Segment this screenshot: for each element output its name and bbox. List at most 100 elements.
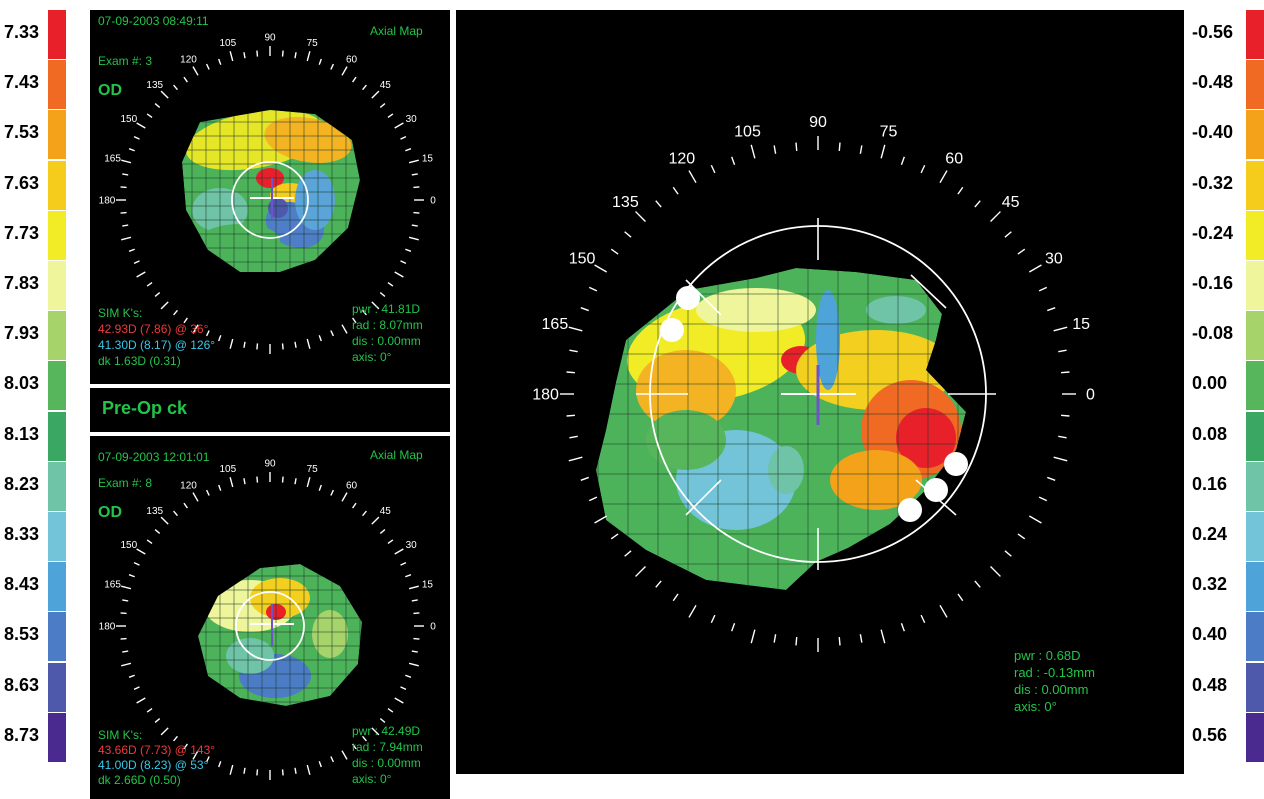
- top-rad: rad : 8.07mm: [352, 318, 423, 332]
- left-scale-label: 7.43: [4, 72, 40, 93]
- right-scale-label: -0.24: [1192, 222, 1234, 243]
- left-scale-swatch: [48, 512, 66, 561]
- incision-marker: [898, 498, 922, 522]
- bottom-map-axis-label: 90: [264, 459, 276, 470]
- top-map-axis-label: 60: [346, 54, 358, 65]
- top-map-axis-label: 135: [146, 80, 163, 91]
- big-map-axis-label: 165: [542, 316, 569, 333]
- bottom-eye-label: OD: [98, 504, 122, 521]
- right-scale-label: -0.56: [1192, 22, 1234, 42]
- bottom-map-axis-label: 180: [99, 622, 116, 633]
- left-scale-swatch: [48, 712, 66, 762]
- left-scale-label: 7.33: [4, 22, 40, 42]
- big-map-axis-label: 120: [668, 151, 695, 168]
- top-dk: dk 1.63D (0.31): [98, 354, 181, 368]
- left-scale-swatch: [48, 662, 66, 712]
- left-scale-swatch: [48, 10, 66, 59]
- bottom-map-type: Axial Map: [370, 448, 423, 462]
- left-scale-swatch: [48, 210, 66, 260]
- top-map-axis-label: 75: [307, 38, 319, 49]
- left-scale-label: 8.33: [4, 524, 40, 544]
- right-scale-label: 0.08: [1192, 423, 1228, 444]
- bottom-sim-k1: 43.66D (7.73) @ 143°: [98, 743, 216, 757]
- big-map-axis-label: 105: [734, 123, 761, 140]
- right-scale-swatch: [1246, 411, 1264, 461]
- right-scale-label: 0.24: [1192, 524, 1228, 544]
- right-scale-label: 0.32: [1192, 574, 1228, 595]
- bottom-sim-title: SIM K's:: [98, 728, 143, 742]
- top-map-type: Axial Map: [370, 24, 423, 38]
- diff-pwr: pwr : 0.68D: [1014, 648, 1081, 663]
- left-scale-swatch: [48, 311, 66, 361]
- right-scale-swatch: [1246, 562, 1264, 612]
- left-scale-swatch: [48, 261, 66, 310]
- bottom-map-axis-label: 135: [146, 506, 163, 517]
- big-map-axis-label: 180: [532, 387, 559, 404]
- left-scale-swatch: [48, 461, 66, 511]
- right-scale-label: 0.48: [1192, 674, 1228, 695]
- top-pwr: pwr : 41.81D: [352, 302, 421, 316]
- right-scale-label: 0.16: [1192, 473, 1228, 494]
- left-scale-label: 8.23: [4, 473, 40, 494]
- right-scale-label: 0.56: [1192, 724, 1228, 745]
- right-scale-label: -0.08: [1192, 323, 1234, 344]
- right-scale-label: 0.00: [1192, 373, 1228, 394]
- right-scale-swatch: [1246, 160, 1264, 210]
- right-scale-swatch: [1246, 210, 1264, 260]
- big-map-axis-label: 150: [569, 250, 596, 267]
- top-datetime: 07-09-2003 08:49:11: [98, 14, 209, 28]
- top-map-axis-label: 120: [180, 54, 197, 65]
- bottom-map-axis-label: 60: [346, 480, 358, 491]
- top-map-axis-label: 165: [104, 153, 121, 164]
- left-scale-swatch: [48, 562, 66, 612]
- left-scale-swatch: [48, 60, 66, 110]
- left-scale-label: 7.83: [4, 273, 40, 293]
- right-scale-swatch: [1246, 10, 1264, 59]
- top-map-axis-label: 15: [422, 153, 434, 164]
- right-scale-swatch: [1246, 662, 1264, 712]
- left-scale-swatch: [48, 110, 66, 160]
- bottom-map-axis-label: 45: [380, 506, 392, 517]
- top-map-axis-label: 90: [264, 33, 276, 44]
- bottom-dk: dk 2.66D (0.50): [98, 773, 181, 787]
- bottom-datetime: 07-09-2003 12:01:01: [98, 450, 210, 464]
- bottom-map-axis-label: 75: [307, 464, 319, 475]
- diff-axis: axis: 0°: [1014, 699, 1057, 714]
- left-scale-label: 8.43: [4, 574, 40, 595]
- right-scale-swatch: [1246, 361, 1264, 411]
- incision-marker: [660, 318, 684, 342]
- right-scale-label: -0.40: [1192, 122, 1234, 143]
- big-map-axis-label: 135: [612, 194, 639, 211]
- top-map-axis-label: 180: [99, 196, 116, 207]
- bottom-sim-k2: 41.00D (8.23) @ 53°: [98, 758, 209, 772]
- bottom-map-axis-label: 30: [406, 540, 418, 551]
- left-scale-swatch: [48, 361, 66, 411]
- right-scale-label: 0.40: [1192, 624, 1228, 645]
- left-scale-swatch: [48, 612, 66, 662]
- right-scale-swatch: [1246, 60, 1264, 110]
- bottom-map-axis-label: 15: [422, 579, 434, 590]
- bottom-exam-number: Exam #: 8: [98, 476, 153, 490]
- right-scale-swatch: [1246, 461, 1264, 511]
- big-map-axis-label: 15: [1072, 316, 1090, 333]
- diff-rad: rad : -0.13mm: [1014, 665, 1095, 680]
- bottom-pwr: pwr : 42.49D: [352, 724, 421, 738]
- top-exam-number: Exam #: 3: [98, 54, 153, 68]
- top-axis: axis: 0°: [352, 350, 392, 364]
- top-sim-title: SIM K's:: [98, 306, 143, 320]
- left-scale-label: 7.93: [4, 323, 40, 344]
- bottom-map-axis-label: 105: [219, 464, 236, 475]
- top-map-axis-label: 30: [406, 114, 418, 125]
- right-scale-label: -0.16: [1192, 273, 1234, 293]
- left-scale-label: 8.13: [4, 423, 40, 444]
- pre-op-label: Pre-Op ck: [102, 398, 188, 418]
- bottom-map-axis-label: 165: [104, 579, 121, 590]
- bottom-map-axis-label: 150: [120, 540, 137, 551]
- left-scale-label: 8.73: [4, 724, 40, 745]
- top-map-axis-label: 45: [380, 80, 392, 91]
- right-scale-swatch: [1246, 261, 1264, 310]
- left-scale-label: 8.03: [4, 373, 40, 394]
- right-scale-label: -0.48: [1192, 72, 1234, 93]
